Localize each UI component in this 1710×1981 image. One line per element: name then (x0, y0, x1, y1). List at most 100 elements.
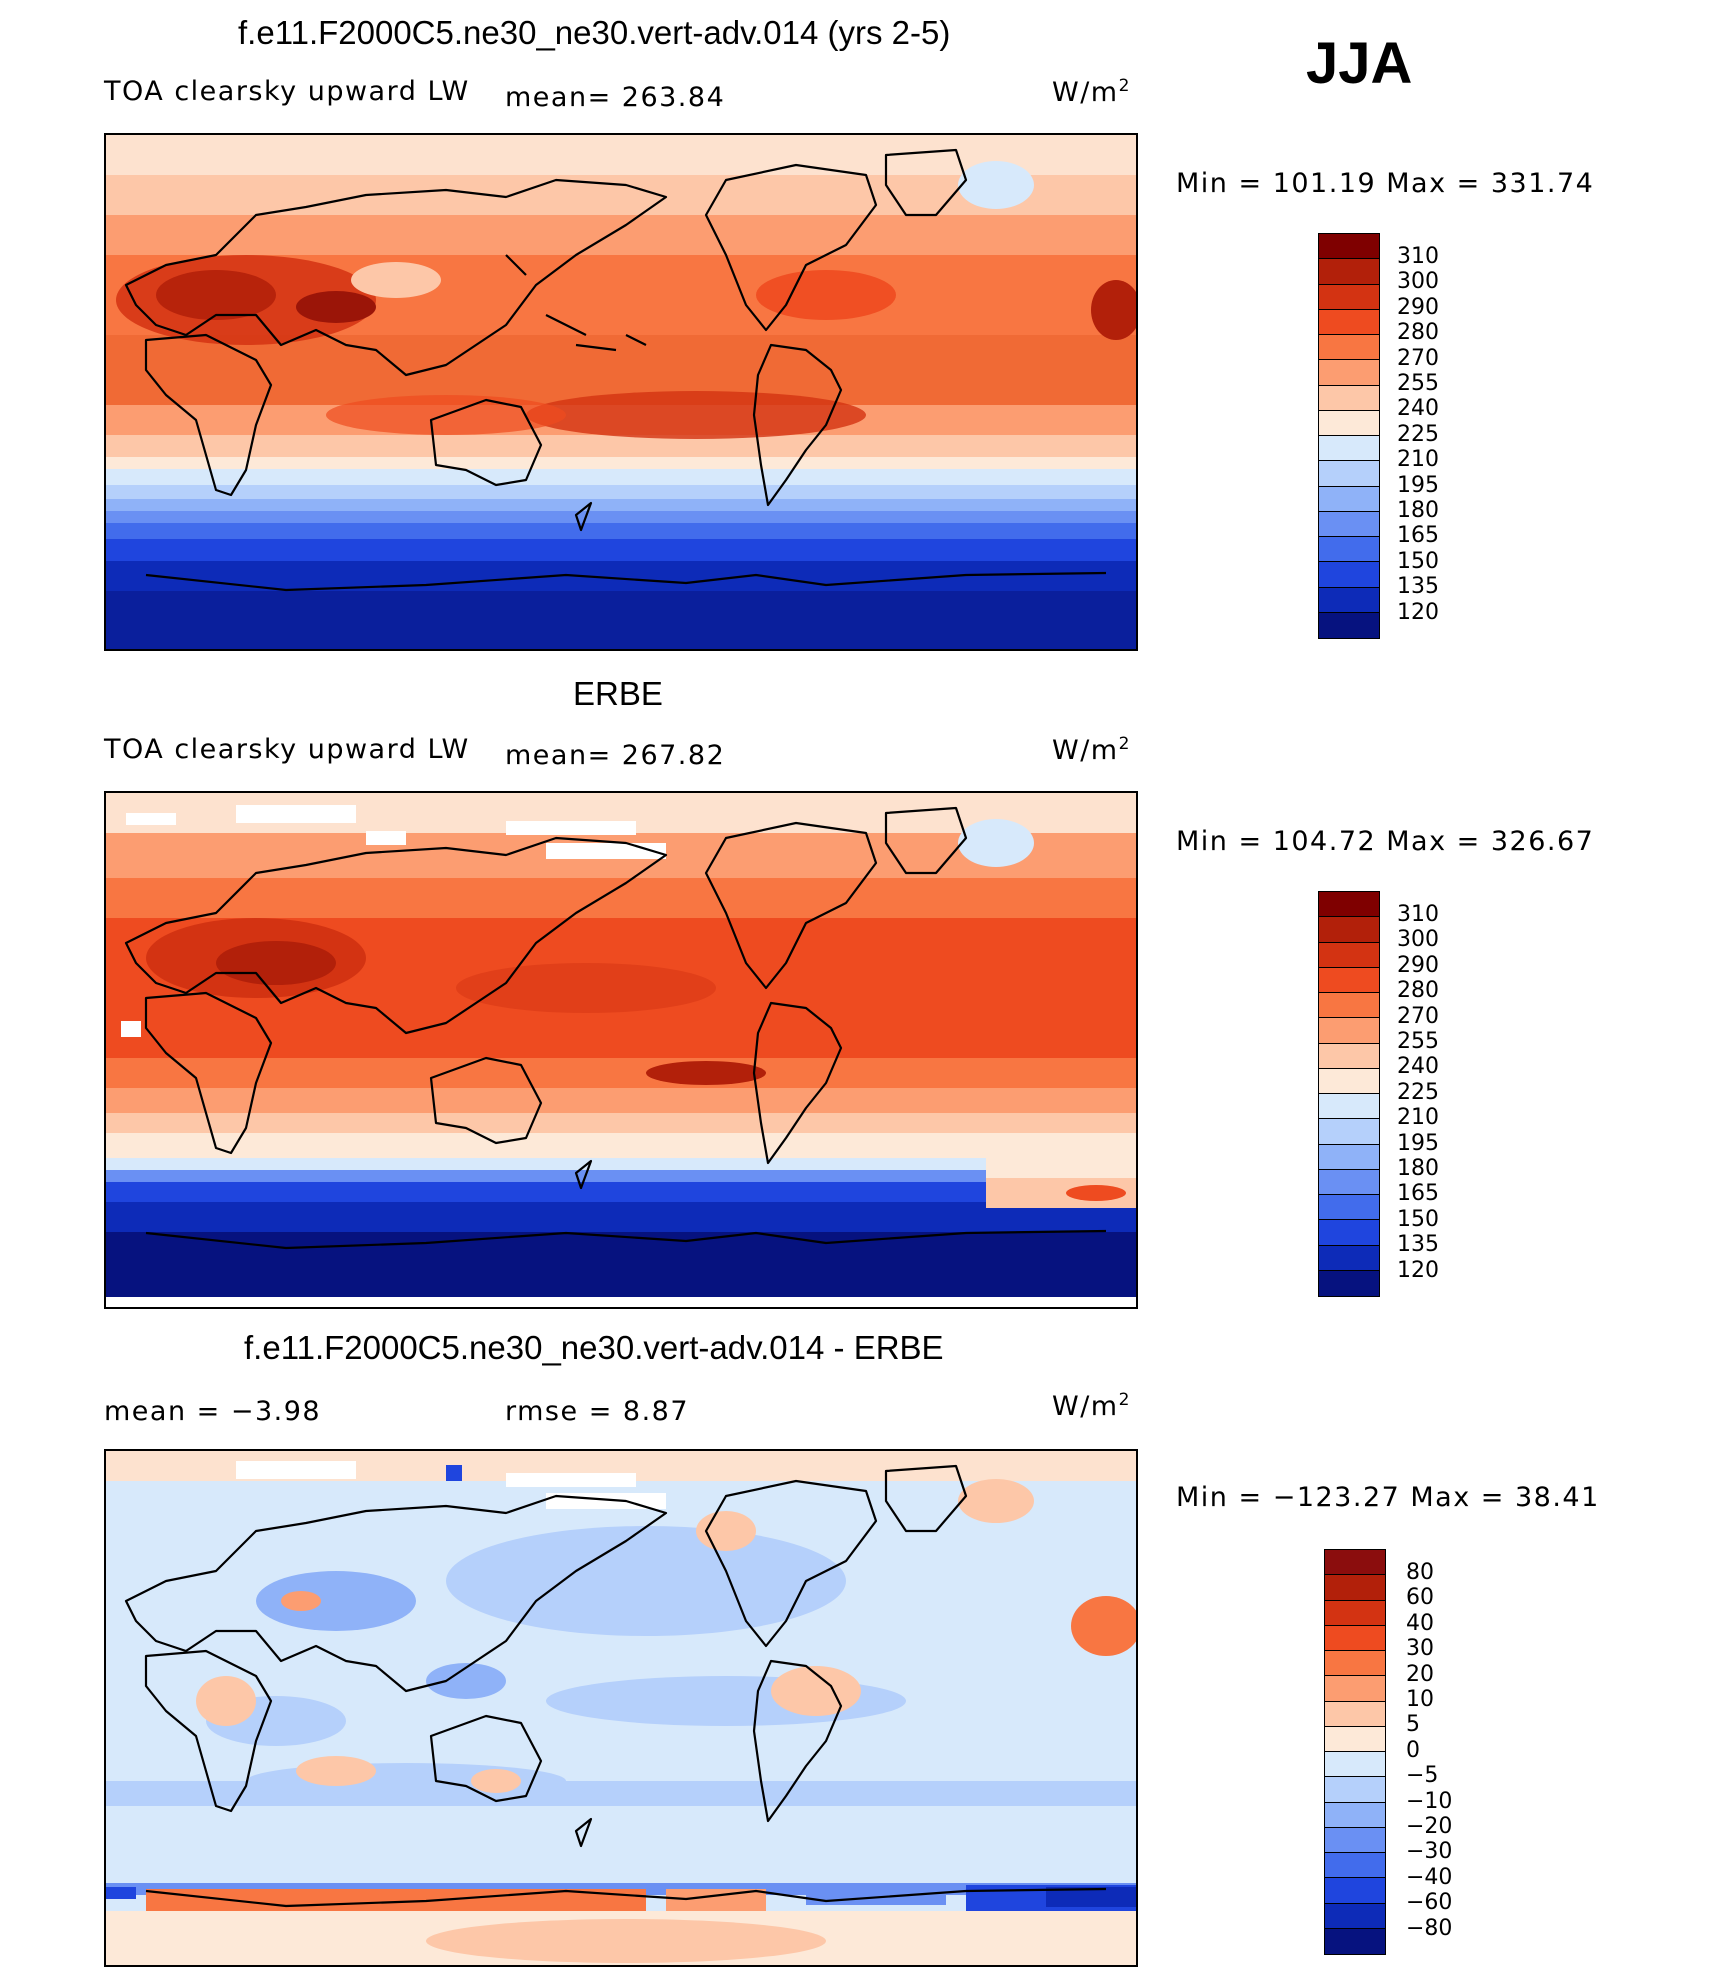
colorbar-swatch (1325, 1928, 1385, 1954)
colorbar-swatch (1319, 1094, 1379, 1120)
colorbar-tick-label: 60 (1406, 1585, 1434, 1611)
panel-3-map (104, 1449, 1138, 1967)
colorbar-swatch (1319, 360, 1379, 386)
colorbar-tick-label: 290 (1397, 294, 1439, 320)
colorbar-swatch (1319, 942, 1379, 968)
colorbar-swatch (1319, 967, 1379, 993)
season-label: JJA (1306, 31, 1413, 96)
colorbar-swatch (1325, 1726, 1385, 1752)
colorbar-swatch (1325, 1827, 1385, 1853)
panel-3-rmse: rmse = 8.87 (505, 1396, 690, 1427)
colorbar-tick-label: 180 (1397, 1156, 1439, 1182)
colorbar-tick-label: 290 (1397, 952, 1439, 978)
colorbar-swatch (1319, 1068, 1379, 1094)
colorbar-tick-label: 280 (1397, 320, 1439, 346)
colorbar-tick-label: 240 (1397, 1054, 1439, 1080)
panel-1-mean: mean= 263.84 (505, 82, 726, 113)
colorbar-swatch (1325, 1676, 1385, 1702)
colorbar-swatch (1319, 511, 1379, 537)
colorbar-tick-label: 5 (1406, 1712, 1420, 1738)
colorbar-swatch (1319, 410, 1379, 436)
colorbar-swatch (1319, 1220, 1379, 1246)
panel-3-mean: mean = −3.98 (104, 1396, 322, 1427)
colorbar-swatch (1325, 1853, 1385, 1879)
colorbar-swatch (1319, 1119, 1379, 1145)
colorbar-swatch (1319, 562, 1379, 588)
panel-1-variable-label: TOA clearsky upward LW (104, 76, 470, 107)
panel-1-title: f.e11.F2000C5.ne30_ne30.vert-adv.014 (yr… (238, 14, 951, 51)
colorbar-swatch (1325, 1878, 1385, 1904)
colorbar-swatch (1319, 917, 1379, 943)
colorbar-tick-label: 310 (1397, 902, 1439, 927)
colorbar-tick-label: 255 (1397, 1029, 1439, 1055)
colorbar-tick-label: 135 (1397, 574, 1439, 600)
panel-3-colorbar (1324, 1549, 1386, 1955)
colorbar-tick-label: 240 (1397, 396, 1439, 422)
colorbar-tick-label: 280 (1397, 978, 1439, 1004)
colorbar-swatch (1319, 335, 1379, 361)
colorbar-tick-label: 210 (1397, 1105, 1439, 1131)
colorbar-swatch (1325, 1575, 1385, 1601)
colorbar-tick-label: 270 (1397, 345, 1439, 371)
panel-1-minmax: Min = 101.19 Max = 331.74 (1176, 168, 1595, 199)
colorbar-tick-label: 20 (1406, 1661, 1434, 1687)
colorbar-swatch (1319, 1018, 1379, 1044)
panel-2-map (104, 791, 1138, 1309)
colorbar-swatch (1319, 1144, 1379, 1170)
colorbar-swatch (1319, 1169, 1379, 1195)
colorbar-tick-label: 165 (1397, 1181, 1439, 1207)
panel-2-minmax: Min = 104.72 Max = 326.67 (1176, 826, 1595, 857)
colorbar-swatch (1325, 1777, 1385, 1803)
colorbar-swatch (1325, 1651, 1385, 1677)
colorbar-tick-label: 225 (1397, 1079, 1439, 1105)
colorbar-swatch (1325, 1600, 1385, 1626)
colorbar-swatch (1319, 259, 1379, 285)
colorbar-tick-label: 150 (1397, 1206, 1439, 1232)
panel-1-colorbar (1318, 233, 1380, 639)
colorbar-tick-label: 120 (1397, 1257, 1439, 1283)
colorbar-swatch (1325, 1752, 1385, 1778)
colorbar-tick-label: 300 (1397, 927, 1439, 953)
panel-2-colorbar (1318, 891, 1380, 1297)
colorbar-tick-label: −10 (1406, 1788, 1453, 1814)
colorbar-swatch (1319, 537, 1379, 563)
colorbar-swatch (1319, 486, 1379, 512)
colorbar-swatch (1319, 612, 1379, 638)
colorbar-swatch (1319, 892, 1379, 918)
colorbar-tick-label: 10 (1406, 1687, 1434, 1713)
panel-3-title: f.e11.F2000C5.ne30_ne30.vert-adv.014 - E… (244, 1329, 944, 1366)
colorbar-tick-label: −20 (1406, 1814, 1453, 1840)
colorbar-swatch (1319, 234, 1379, 260)
colorbar-tick-label: −80 (1406, 1915, 1453, 1941)
colorbar-swatch (1319, 1043, 1379, 1069)
panel-2-units: W/m2 (1052, 734, 1131, 766)
colorbar-tick-label: 210 (1397, 447, 1439, 473)
panel-1-colorbar-labels: 310 300 290 280 270 255 240 225 210 195 180 165 150 1… (1397, 244, 1439, 625)
colorbar-swatch (1319, 587, 1379, 613)
colorbar-tick-label: −30 (1406, 1839, 1453, 1865)
colorbar-tick-label: 0 (1406, 1737, 1420, 1763)
panel-3-colorbar-labels: 80 60 40 30 20 10 5 0 −5 −10 −20 −30 −40 −60 −80 (1406, 1560, 1452, 1941)
colorbar-swatch (1325, 1903, 1385, 1929)
panel-1-units: W/m2 (1052, 76, 1131, 108)
colorbar-swatch (1319, 1245, 1379, 1271)
colorbar-swatch (1319, 461, 1379, 487)
colorbar-tick-label: 40 (1406, 1610, 1434, 1636)
colorbar-tick-label: 225 (1397, 421, 1439, 447)
panel-2-title: ERBE (573, 675, 663, 712)
colorbar-swatch (1319, 1195, 1379, 1221)
colorbar-tick-label: 120 (1397, 599, 1439, 625)
colorbar-tick-label: 80 (1406, 1560, 1434, 1585)
colorbar-tick-label: −60 (1406, 1890, 1453, 1916)
colorbar-tick-label: 195 (1397, 472, 1439, 498)
panel-2-colorbar-labels: 310 300 290 280 270 255 240 225 210 195 180 165 150 1… (1397, 902, 1439, 1283)
colorbar-tick-label: 255 (1397, 371, 1439, 397)
colorbar-tick-label: 310 (1397, 244, 1439, 269)
colorbar-swatch (1319, 1270, 1379, 1296)
colorbar-tick-label: 150 (1397, 548, 1439, 574)
colorbar-tick-label: −5 (1406, 1763, 1439, 1789)
colorbar-tick-label: 180 (1397, 498, 1439, 524)
colorbar-tick-label: 300 (1397, 269, 1439, 295)
colorbar-swatch (1325, 1701, 1385, 1727)
colorbar-swatch (1325, 1550, 1385, 1576)
